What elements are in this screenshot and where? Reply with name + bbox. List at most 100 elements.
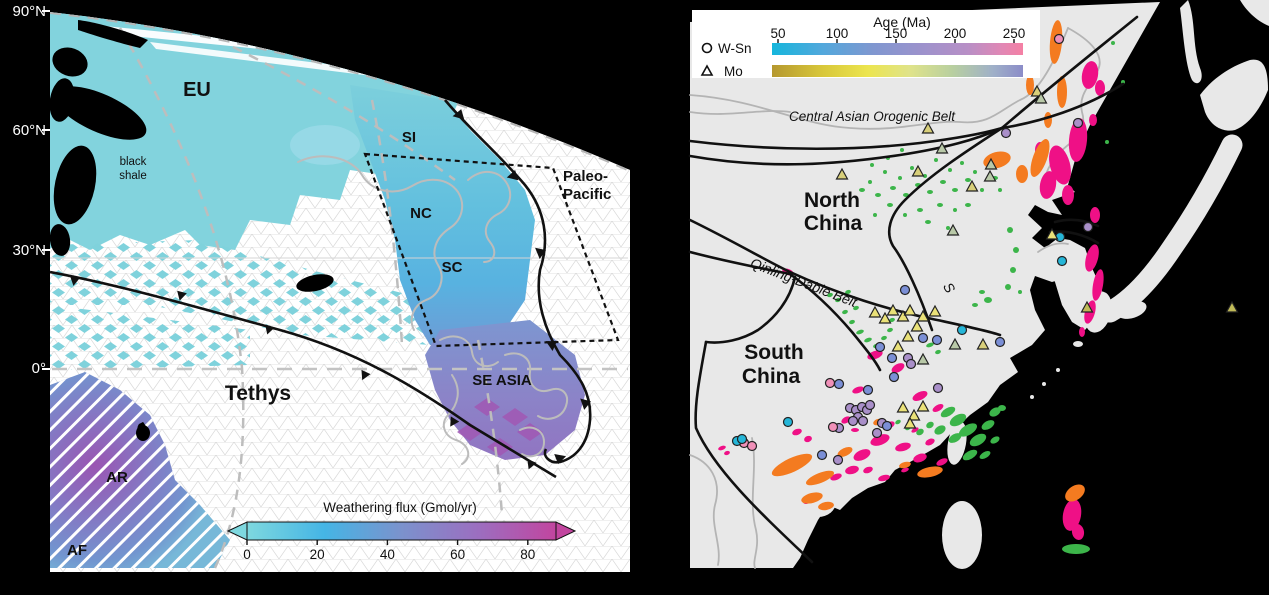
granite-patch bbox=[1068, 118, 1088, 162]
mo-marker bbox=[878, 311, 892, 324]
age-tick-label: 100 bbox=[826, 26, 849, 41]
granite-patch bbox=[1018, 290, 1022, 294]
granite-patch bbox=[917, 466, 943, 478]
latitude-axis: 90°N 60°N 30°N 0° bbox=[12, 3, 50, 377]
w-sn-symbol-icon bbox=[701, 42, 713, 54]
granite-patch bbox=[1062, 499, 1082, 531]
label-tethys: Tethys bbox=[225, 382, 291, 405]
mo-marker bbox=[868, 305, 882, 318]
w-sn-marker bbox=[847, 415, 859, 427]
granite-patch bbox=[801, 492, 823, 504]
islands bbox=[800, 0, 1269, 569]
granite-patch bbox=[853, 305, 859, 311]
w-sn-marker bbox=[1056, 255, 1068, 267]
mo-marker bbox=[886, 303, 900, 316]
granite-patch bbox=[998, 188, 1002, 192]
w-sn-marker bbox=[888, 371, 900, 383]
granite-patch bbox=[1089, 114, 1097, 126]
island-honshu bbox=[1099, 134, 1243, 323]
scattered-land-band bbox=[50, 240, 430, 345]
label-black-shale-2: shale bbox=[119, 170, 147, 182]
label-si: SI bbox=[402, 129, 416, 146]
deposit-markers bbox=[731, 33, 1239, 466]
w-sn-marker bbox=[833, 378, 845, 390]
flux-tick-label: 0 bbox=[243, 547, 251, 562]
mo-marker bbox=[935, 141, 949, 154]
w-sn-marker bbox=[782, 416, 794, 428]
w-sn-marker bbox=[932, 382, 944, 394]
granite-patch bbox=[926, 342, 934, 348]
granite-patch bbox=[934, 158, 938, 162]
w-sn-marker bbox=[857, 415, 869, 427]
label-paleo-1: Paleo- bbox=[563, 168, 608, 185]
granite-patch bbox=[873, 213, 877, 217]
granite-patch bbox=[1111, 41, 1115, 45]
label-se-asia: SE ASIA bbox=[472, 372, 532, 389]
mo-marker bbox=[928, 304, 942, 317]
lat-label-90n: 90°N bbox=[12, 3, 46, 20]
granite-patch bbox=[849, 319, 855, 325]
granite-patch bbox=[868, 180, 872, 184]
eu-low-flux-patch bbox=[290, 125, 360, 165]
granite-patch bbox=[934, 425, 946, 435]
granite-patch bbox=[1121, 80, 1125, 84]
w-sn-marker bbox=[816, 449, 828, 461]
flux-colorbar-bar bbox=[246, 521, 557, 541]
flux-tick-label: 80 bbox=[520, 547, 535, 562]
granite-patch bbox=[804, 435, 812, 443]
granite-patch bbox=[870, 163, 874, 167]
w-sn-marker bbox=[1053, 33, 1065, 45]
age-tick-label: 150 bbox=[885, 26, 908, 41]
granite-patch bbox=[805, 470, 835, 486]
granite-patch bbox=[910, 166, 914, 170]
granite-patch bbox=[891, 363, 905, 373]
age-legend-title: Age (Ma) bbox=[873, 14, 931, 30]
granite-patch bbox=[895, 419, 901, 425]
granite-patch bbox=[972, 303, 978, 307]
flux-colorbar-title: Weathering flux (Gmol/yr) bbox=[323, 500, 477, 515]
granite-patch bbox=[1044, 112, 1052, 128]
granite-patch bbox=[845, 289, 851, 295]
label-north-china-2: China bbox=[804, 212, 863, 235]
east-asia-deposits-map: Central Asian Orogenic Belt North China … bbox=[688, 0, 1269, 569]
mo-marker bbox=[1034, 91, 1048, 104]
granite-patch bbox=[952, 188, 958, 192]
granite-patch bbox=[901, 467, 909, 473]
mo-marker bbox=[984, 157, 998, 170]
lat-label-0: 0° bbox=[32, 360, 46, 377]
granite-patch bbox=[980, 188, 984, 192]
w-sn-marker bbox=[899, 284, 911, 296]
granite-patch bbox=[899, 461, 911, 469]
granite-patch bbox=[1095, 80, 1105, 96]
granite-patch bbox=[859, 188, 865, 192]
granite-patch bbox=[965, 178, 971, 182]
age-legend: Age (Ma) W-Sn Mo 50 100 150 200 250 bbox=[692, 10, 1040, 79]
w-sn-marker bbox=[736, 433, 748, 445]
granite-patches bbox=[718, 20, 1125, 554]
mo-marker bbox=[903, 416, 917, 429]
w-sn-marker bbox=[1082, 221, 1094, 233]
w-sn-marker bbox=[1000, 127, 1012, 139]
granite-patch bbox=[979, 290, 985, 294]
granite-patch bbox=[940, 406, 956, 418]
granite-patch bbox=[990, 436, 1000, 444]
granite-patch bbox=[835, 297, 841, 303]
granite-patch bbox=[842, 309, 848, 315]
w-sn-marker bbox=[1072, 117, 1084, 129]
granite-patch bbox=[830, 473, 842, 481]
granite-patch bbox=[1071, 524, 1085, 540]
study-area-box bbox=[363, 152, 620, 348]
granite-patch bbox=[724, 450, 730, 456]
granite-patch bbox=[875, 193, 881, 197]
mo-marker bbox=[896, 400, 910, 413]
granite-patch bbox=[937, 203, 943, 207]
mo-marker bbox=[910, 319, 924, 332]
granite-patch bbox=[923, 174, 927, 178]
granite-patch bbox=[1105, 140, 1109, 144]
age-tick-label: 250 bbox=[1003, 26, 1026, 41]
granite-patch bbox=[1007, 227, 1013, 233]
label-south-china-2: China bbox=[742, 365, 801, 388]
mo-series-label: Mo bbox=[724, 64, 743, 79]
w-sn-marker bbox=[824, 377, 836, 389]
w-sn-marker bbox=[864, 399, 876, 411]
